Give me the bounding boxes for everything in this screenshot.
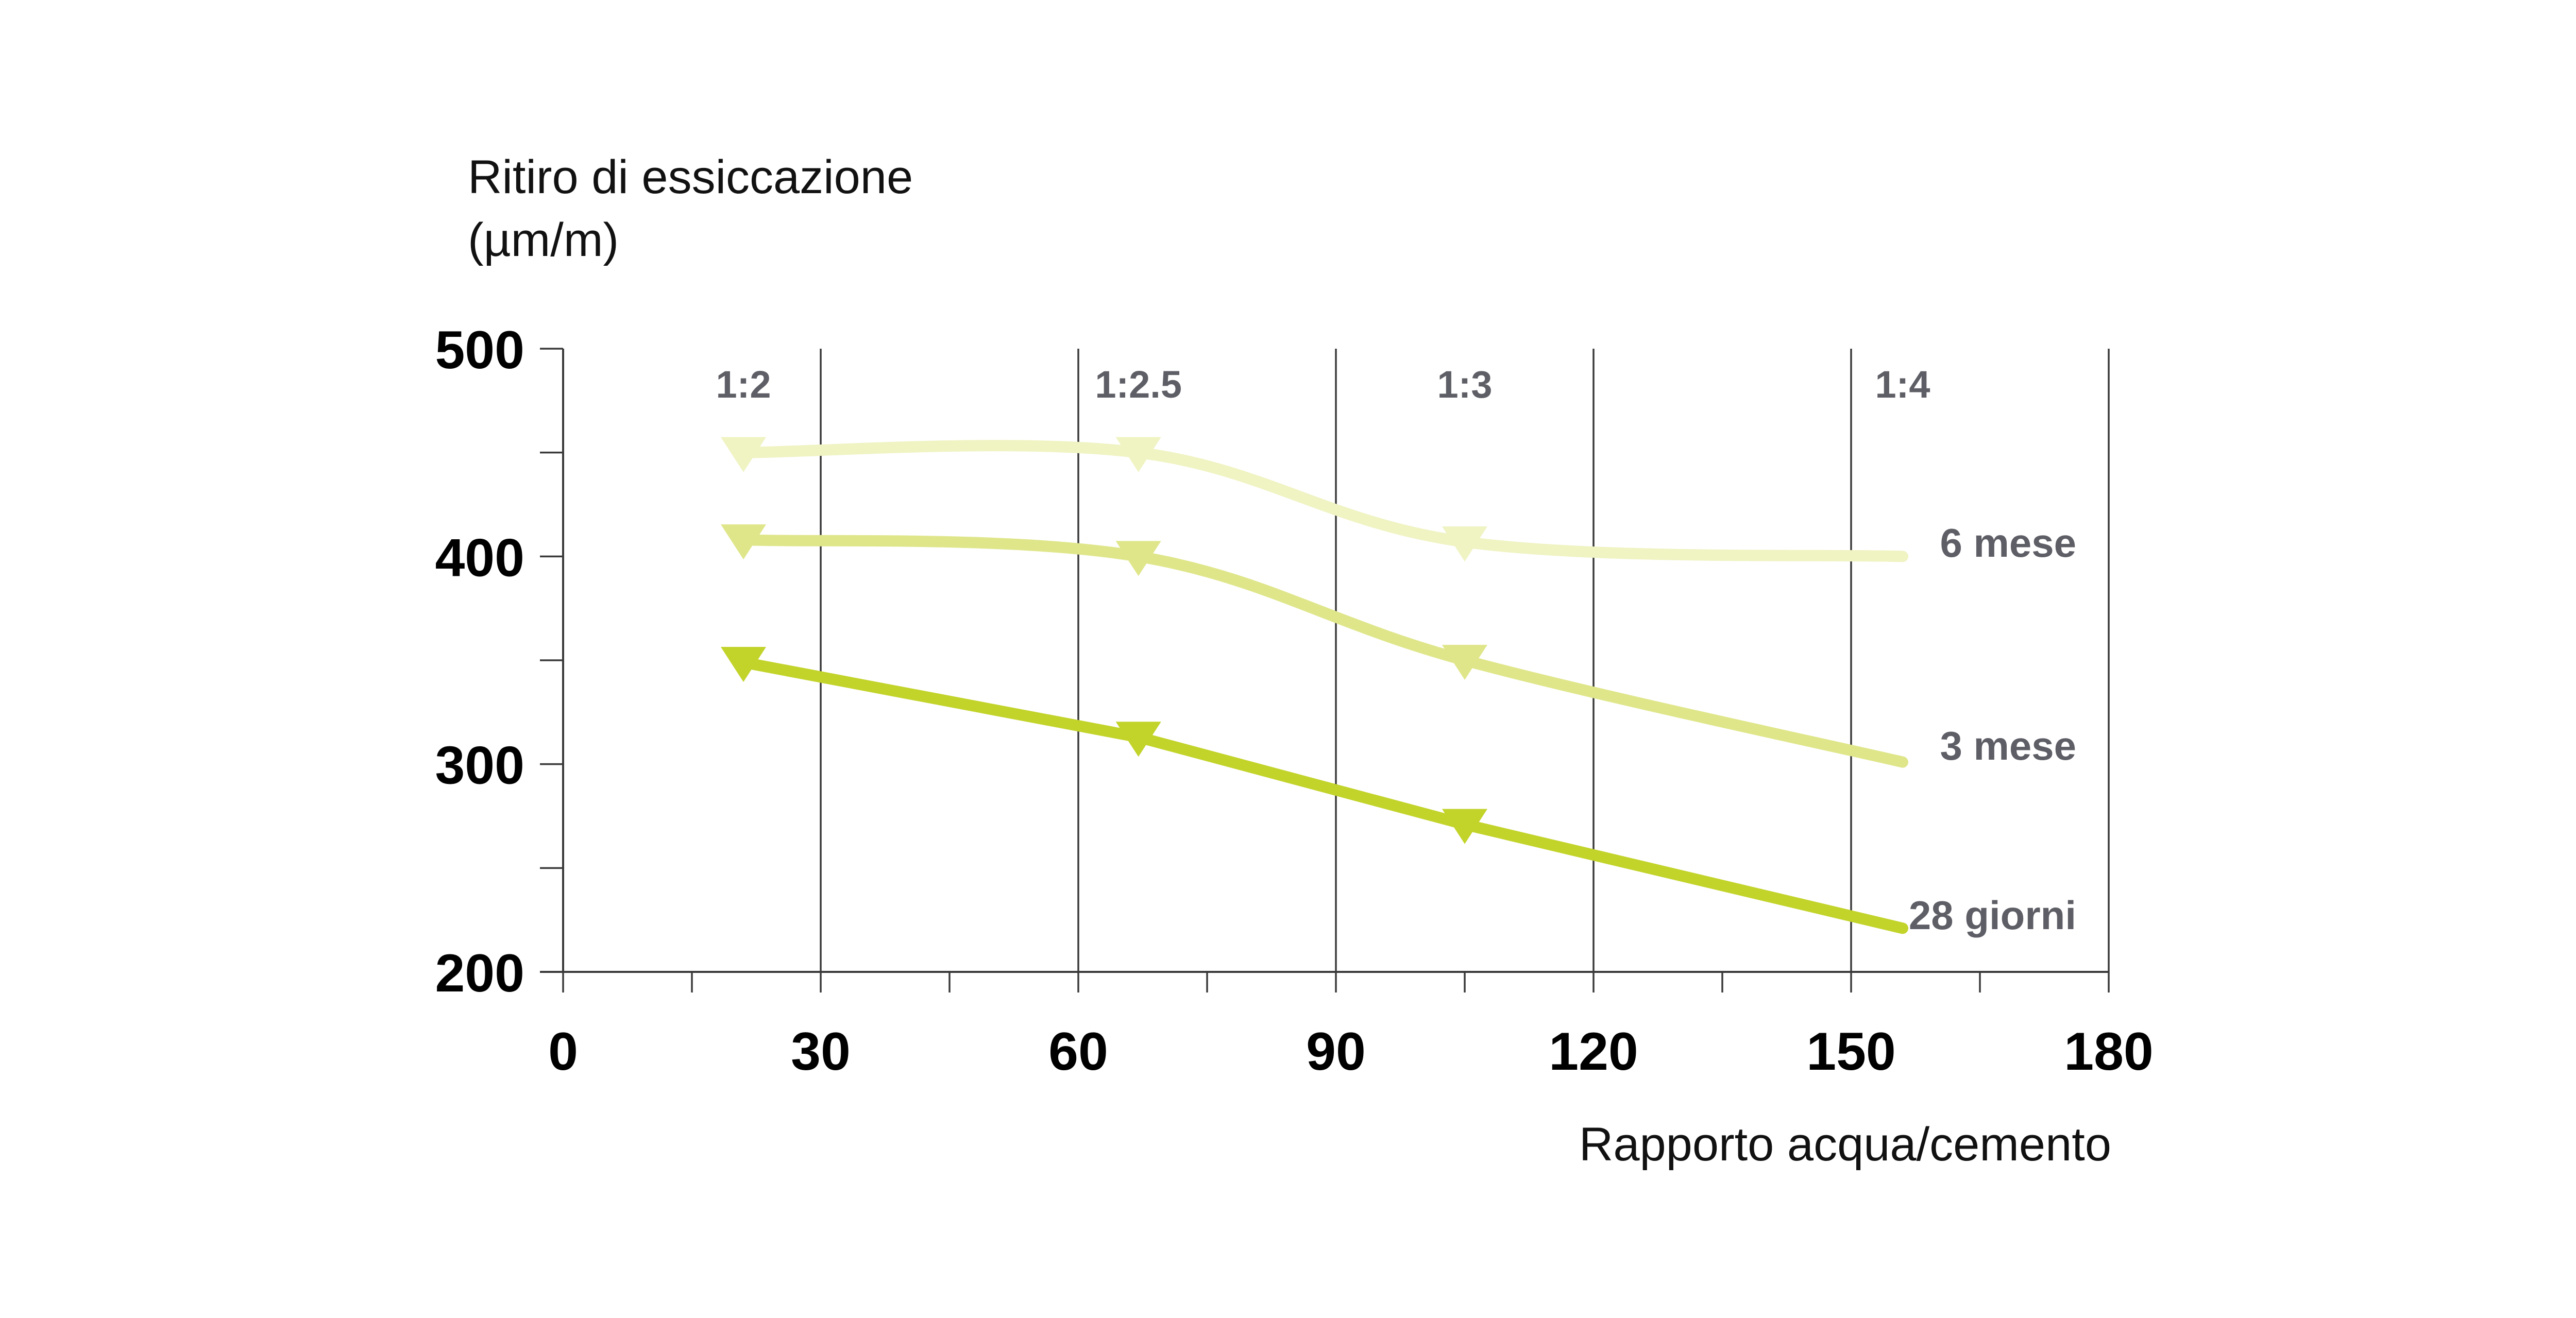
axes: 200 300 400 500 0 30 60 90 120 150 180 (435, 320, 2153, 1082)
x-tick-label: 120 (1549, 1022, 1638, 1082)
x-tick-label: 150 (1806, 1022, 1896, 1082)
y-axis-label-line-1: Ritiro di essiccazione (468, 151, 913, 203)
series-line-1 (738, 534, 1908, 768)
series-lines (721, 437, 1908, 934)
ratio-annotations: 1:2 1:2.5 1:3 1:4 (716, 363, 1930, 406)
series-marker-1 (721, 524, 766, 560)
series-labels: 6 mese 3 mese 28 giorni (1909, 520, 2076, 938)
series-line-2 (738, 657, 1908, 934)
series-marker-2 (1442, 809, 1487, 844)
series-marker-0 (721, 437, 766, 472)
x-tick-label: 0 (548, 1022, 578, 1082)
ratio-annotation: 1:2.5 (1095, 363, 1182, 406)
series-line-0 (738, 440, 1908, 562)
ratio-annotation: 1:2 (716, 363, 771, 406)
series-marker-2 (721, 647, 766, 682)
series-label: 6 mese (1940, 520, 2076, 566)
series-marker-2 (1115, 722, 1161, 757)
series-marker-0 (1115, 437, 1161, 472)
x-tick-label: 180 (2064, 1022, 2154, 1082)
x-axis-label: Rapporto acqua/cemento (1579, 1118, 2111, 1171)
series-marker-1 (1442, 645, 1487, 680)
x-tick-label: 30 (791, 1022, 851, 1082)
y-tick-label: 300 (435, 736, 524, 796)
series-label: 3 mese (1940, 723, 2076, 768)
ratio-annotation: 1:4 (1875, 363, 1930, 406)
y-tick-label: 200 (435, 944, 524, 1003)
y-tick-label: 500 (435, 320, 524, 380)
y-axis-label-line-2: (µm/m) (468, 214, 619, 266)
series-marker-1 (1115, 541, 1161, 576)
ratio-annotation: 1:3 (1437, 363, 1493, 406)
x-tick-label: 90 (1306, 1022, 1366, 1082)
x-tick-label: 60 (1048, 1022, 1108, 1082)
y-tick-label: 400 (435, 528, 524, 588)
series-marker-0 (1442, 526, 1487, 562)
series-label: 28 giorni (1909, 893, 2076, 938)
